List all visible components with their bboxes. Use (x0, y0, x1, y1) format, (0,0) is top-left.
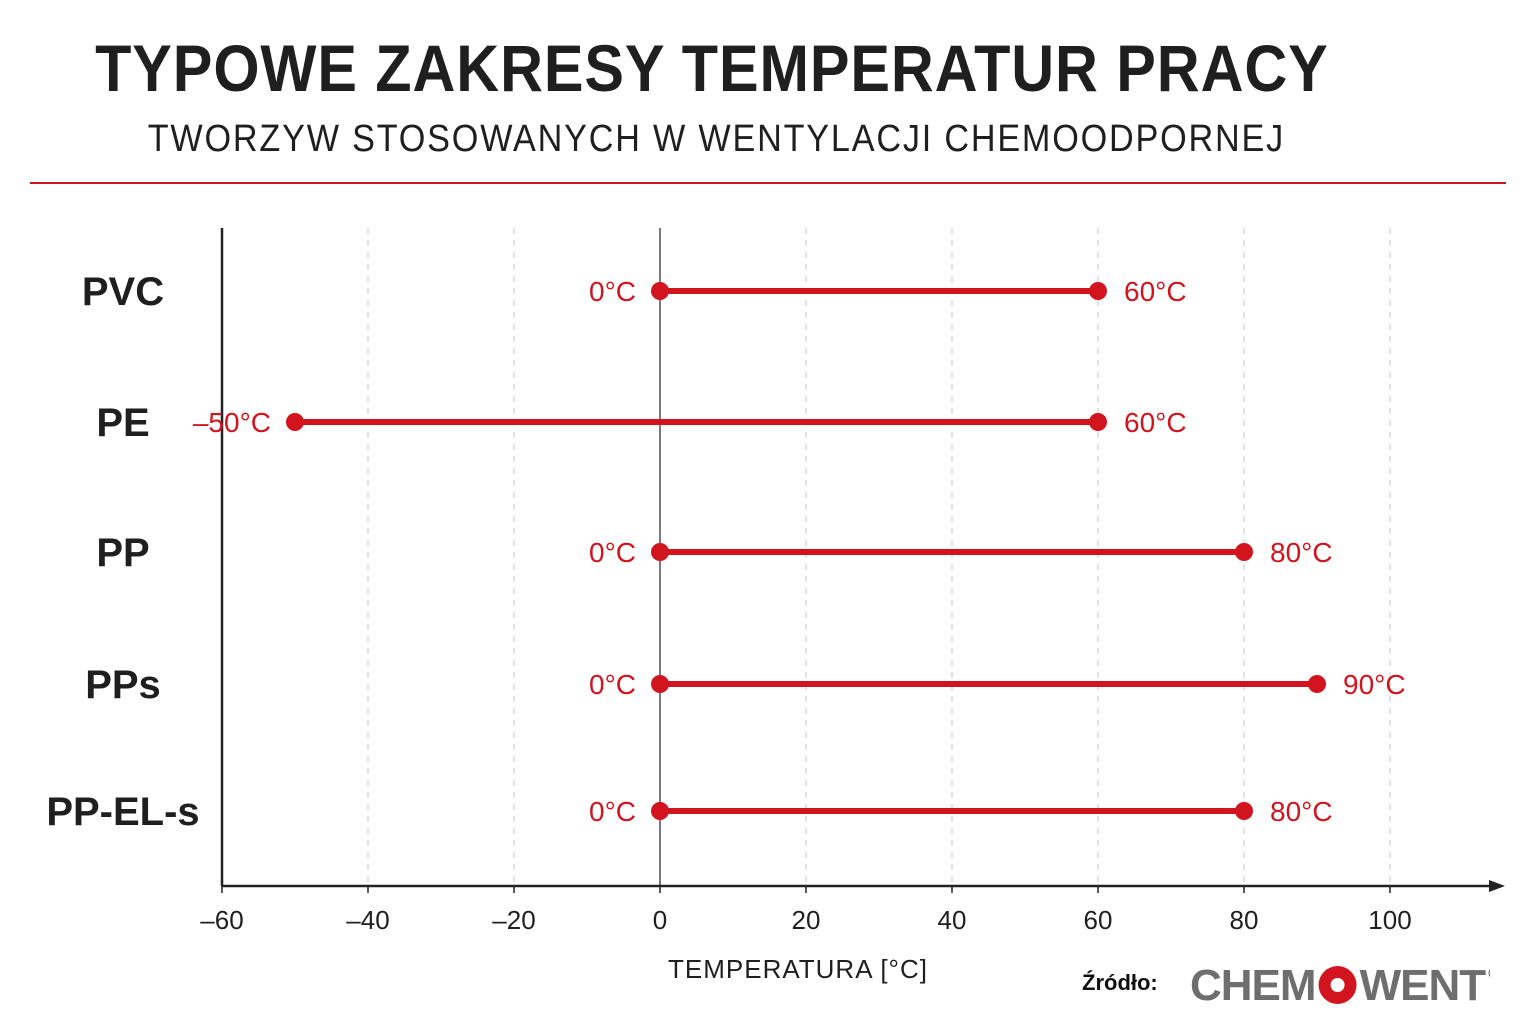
range-end-point (1235, 802, 1253, 820)
x-tick-label: 40 (938, 905, 967, 935)
range-start-label: 0°C (589, 276, 636, 307)
x-tick-labels: –60 –40 –20 0 20 40 60 80 100 (200, 886, 1412, 935)
range-end-point (1089, 282, 1107, 300)
x-tick-label: –60 (200, 905, 243, 935)
chart-subtitle: TWORZYW STOSOWANYCH W WENTYLACJI CHEMOOD… (147, 118, 1286, 160)
range-start-point (651, 802, 669, 820)
range-end-label: 80°C (1270, 796, 1333, 827)
svg-text:WENT: WENT (1360, 961, 1487, 1010)
range-start-point (651, 282, 669, 300)
x-axis-arrow-icon (1489, 880, 1505, 892)
svg-text:CHEM: CHEM (1190, 961, 1316, 1010)
range-start-point (651, 675, 669, 693)
x-tick-label: –40 (346, 905, 389, 935)
category-label: PE (96, 401, 149, 445)
chemowent-logo: CHEM WENT R (1190, 961, 1490, 1010)
range-start-label: 0°C (589, 796, 636, 827)
category-label: PPs (85, 663, 161, 707)
range-end-label: 80°C (1270, 537, 1333, 568)
range-start-label: 0°C (589, 537, 636, 568)
range-bars: 0°C 60°C –50°C 60°C 0°C 80°C 0°C 90°C 0°C 80°C (193, 276, 1406, 827)
range-end-label: 90°C (1343, 669, 1406, 700)
x-tick-label: 60 (1084, 905, 1113, 935)
category-label: PP (96, 531, 149, 575)
range-end-point (1235, 543, 1253, 561)
range-end-label: 60°C (1124, 276, 1187, 307)
chart-title: TYPOWE ZAKRESY TEMPERATUR PRACY (95, 31, 1329, 105)
source-label: Źródło: (1082, 970, 1158, 995)
category-labels: PVC PE PP PPs PP-EL-s (46, 270, 199, 834)
range-start-point (286, 413, 304, 431)
range-start-label: 0°C (589, 669, 636, 700)
x-axis-title: TEMPERATURA [°C] (668, 954, 928, 984)
range-end-label: 60°C (1124, 407, 1187, 438)
x-tick-label: –20 (492, 905, 535, 935)
range-start-point (651, 543, 669, 561)
x-tick-label: 100 (1368, 905, 1411, 935)
x-tick-label: 20 (792, 905, 821, 935)
x-tick-label: 0 (653, 905, 667, 935)
range-end-point (1308, 675, 1326, 693)
range-end-point (1089, 413, 1107, 431)
x-tick-label: 80 (1230, 905, 1259, 935)
title-divider (30, 182, 1506, 184)
category-label: PVC (82, 270, 164, 314)
category-label: PP-EL-s (46, 790, 199, 834)
range-start-label: –50°C (193, 407, 271, 438)
